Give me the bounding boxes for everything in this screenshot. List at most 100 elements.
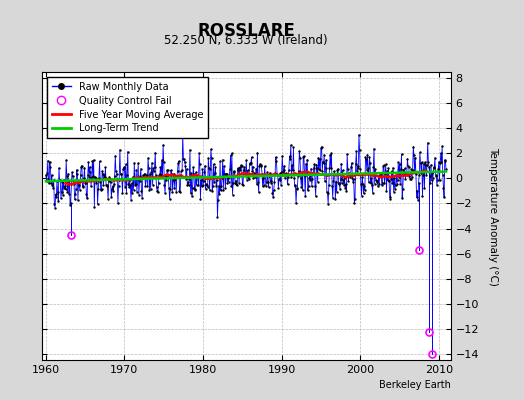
Point (183, 182, 191, 188)
Point (405, 164, 413, 170)
Point (196, 196, 205, 202)
Point (344, 165, 352, 172)
Point (295, 148, 303, 154)
Point (75, 182, 83, 188)
Point (423, 162, 431, 168)
Point (352, 160, 360, 167)
Point (106, 179, 115, 186)
Point (98, 168, 106, 174)
Point (192, 169, 200, 176)
Point (261, 172, 269, 178)
Point (141, 182, 150, 189)
Point (137, 188, 146, 194)
Point (389, 164, 397, 171)
Point (397, 166, 405, 172)
Point (147, 168, 156, 175)
Point (50, 176, 58, 183)
Point (333, 189, 341, 195)
Point (375, 172, 383, 179)
Point (174, 160, 182, 166)
Point (264, 179, 272, 185)
Point (408, 174, 416, 180)
Point (304, 187, 312, 194)
Point (263, 169, 271, 176)
Point (119, 164, 128, 171)
Point (211, 170, 219, 176)
Point (358, 174, 366, 180)
Point (221, 171, 229, 177)
Point (239, 166, 248, 173)
Point (48, 172, 56, 178)
Point (310, 165, 318, 172)
Point (93, 201, 102, 207)
Point (153, 188, 161, 194)
Point (271, 170, 279, 177)
Point (310, 161, 319, 168)
Point (250, 174, 259, 180)
Point (208, 154, 216, 161)
Point (248, 168, 256, 174)
Point (211, 164, 220, 170)
Point (337, 160, 345, 167)
Point (341, 175, 349, 181)
Point (172, 188, 180, 195)
Point (139, 174, 147, 180)
Point (332, 178, 340, 185)
Point (71, 191, 80, 197)
Point (145, 187, 154, 194)
Point (442, 166, 450, 173)
Point (206, 166, 214, 172)
Point (403, 156, 411, 162)
Point (325, 182, 333, 188)
Point (347, 164, 355, 170)
Point (95, 174, 103, 181)
Point (418, 193, 427, 200)
Point (79, 184, 87, 190)
Point (329, 178, 337, 184)
Point (277, 182, 285, 188)
Point (226, 152, 235, 159)
Y-axis label: Temperature Anomaly (°C): Temperature Anomaly (°C) (488, 146, 498, 286)
Point (213, 177, 221, 183)
Point (46, 159, 54, 166)
Point (286, 153, 294, 160)
Point (130, 160, 138, 166)
Point (51, 191, 60, 198)
Point (398, 195, 407, 201)
Point (193, 174, 202, 180)
Point (421, 162, 430, 169)
Point (388, 180, 397, 187)
Point (441, 157, 449, 163)
Point (90, 157, 98, 163)
Point (404, 163, 412, 169)
Point (190, 171, 198, 177)
Point (118, 190, 127, 196)
Point (169, 176, 177, 183)
Point (313, 165, 321, 171)
Point (131, 181, 139, 188)
Point (270, 186, 278, 193)
Point (146, 186, 155, 192)
Point (116, 146, 124, 153)
Point (412, 170, 420, 177)
Point (356, 166, 365, 172)
Point (161, 173, 170, 179)
Point (422, 172, 431, 179)
Point (415, 172, 423, 178)
Point (50, 201, 59, 207)
Point (307, 177, 315, 184)
Point (268, 190, 277, 196)
Point (373, 178, 381, 184)
Point (197, 177, 205, 184)
Point (346, 174, 355, 180)
Point (394, 159, 402, 166)
Point (401, 165, 409, 172)
Point (105, 178, 113, 184)
Point (43, 170, 51, 176)
Point (267, 180, 276, 186)
Point (249, 174, 258, 181)
Point (334, 166, 342, 172)
Point (285, 166, 293, 173)
Point (86, 169, 95, 176)
Point (321, 178, 329, 184)
